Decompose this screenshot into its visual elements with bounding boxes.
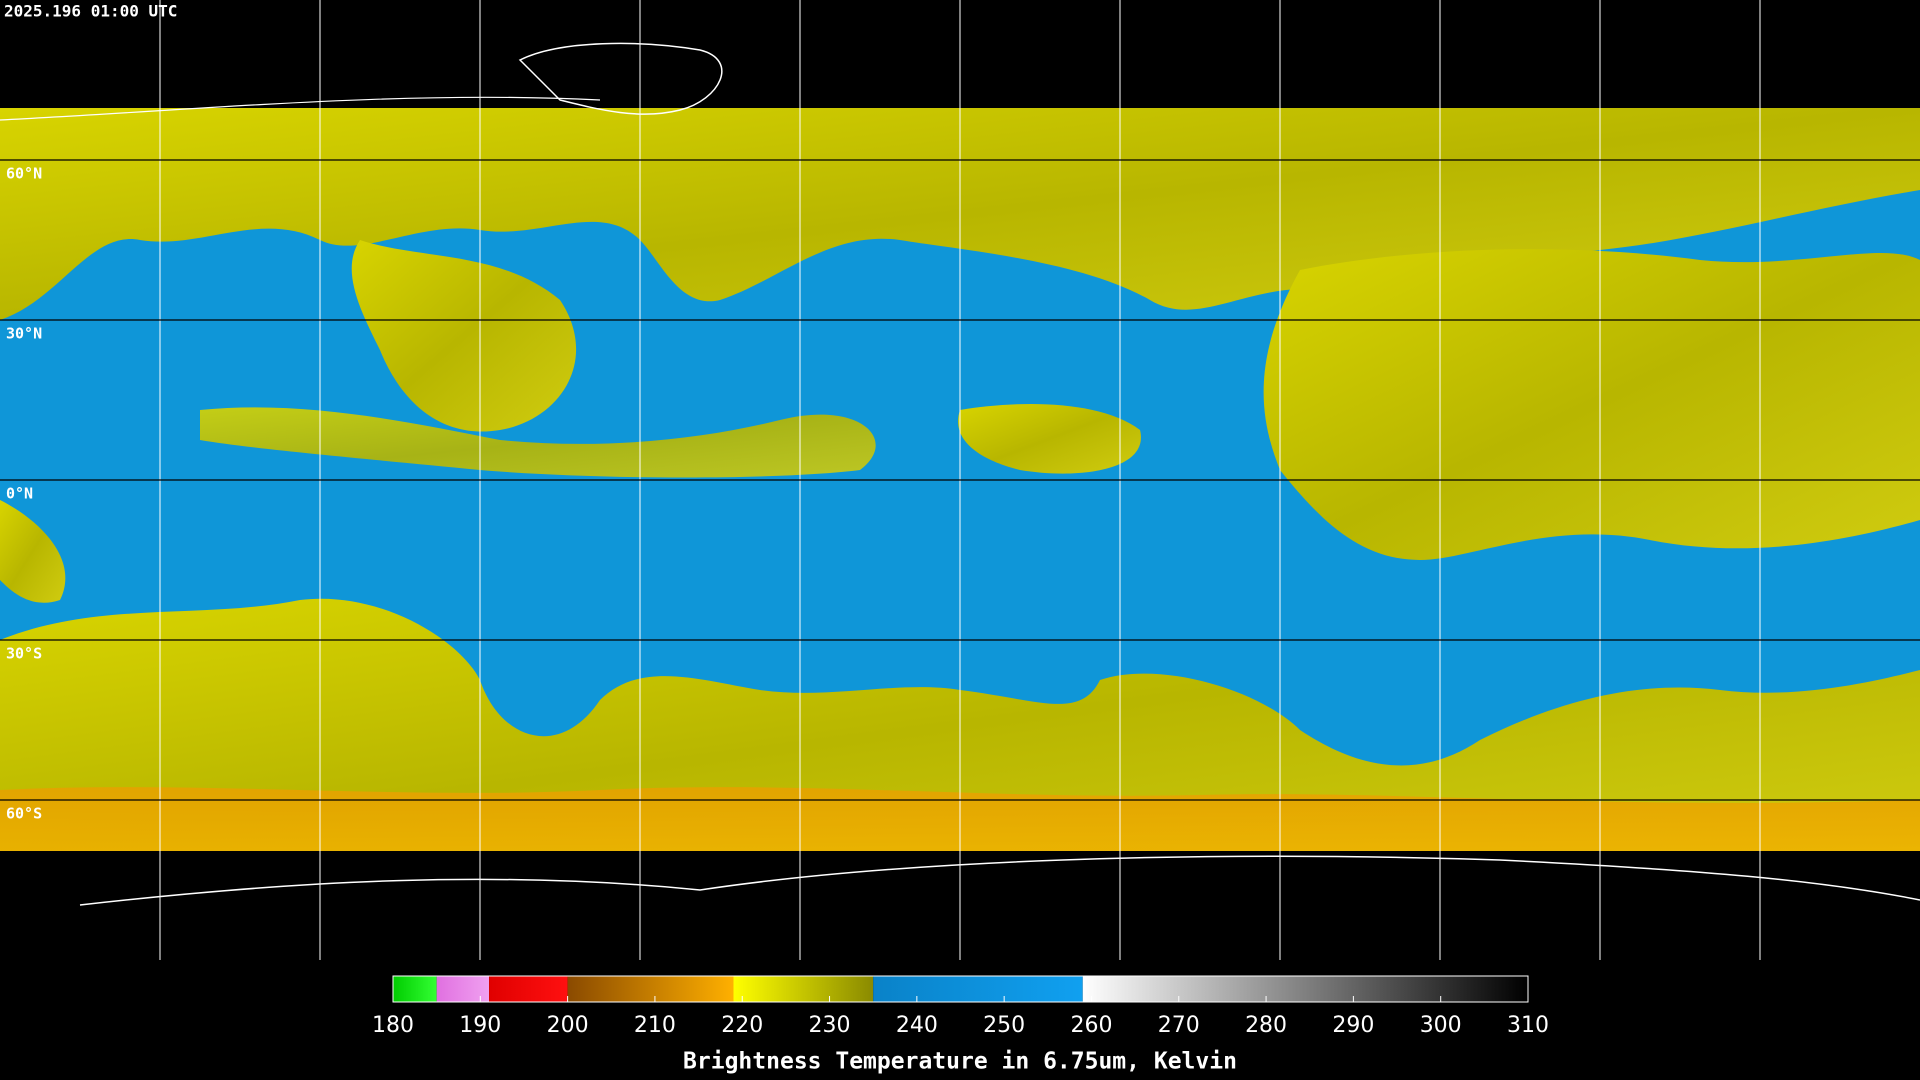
timestamp: 2025.196 01:00 UTC <box>4 2 177 21</box>
moisture-region <box>958 404 1141 474</box>
water-vapor-map: 60°N 30°N 0°N 30°S 60°S 2025.196 01:00 UTC <box>0 0 1920 960</box>
moisture-region <box>200 407 876 478</box>
moisture-region <box>0 500 66 603</box>
colorbar-tick-label: 240 <box>896 1013 938 1038</box>
latitude-label: 30°N <box>6 325 42 343</box>
latitude-label: 0°N <box>6 485 33 503</box>
colorbar-segment <box>733 976 874 1002</box>
colorbar-tick-label: 270 <box>1158 1013 1200 1038</box>
coastline <box>0 96 601 121</box>
colorbar-tick-label: 250 <box>983 1013 1025 1038</box>
colorbar-tick-label: 190 <box>459 1013 501 1038</box>
colorbar-segment <box>489 976 568 1002</box>
colorbar-tick-label: 220 <box>721 1013 763 1038</box>
colorbar-segment <box>873 976 1083 1002</box>
latitude-label: 60°S <box>6 805 42 823</box>
colorbar-frame <box>392 975 1529 1003</box>
colorbar-tick-label: 210 <box>634 1013 676 1038</box>
colorbar: 180 190 200 210 220 230 240 250 260 270 280 290 300 3… <box>372 975 1549 1038</box>
colorbar-tick-label: 290 <box>1332 1013 1374 1038</box>
latitude-lines: 60°N 30°N 0°N 30°S 60°S <box>0 159 1920 823</box>
latitude-label: 60°N <box>6 165 42 183</box>
latitude-label: 30°S <box>6 645 42 663</box>
colorbar-segment <box>393 976 437 1002</box>
colorbar-tick-label: 200 <box>547 1013 589 1038</box>
colorbar-segment <box>436 976 490 1002</box>
colorbar-tick-label: 260 <box>1070 1013 1112 1038</box>
colorbar-title: Brightness Temperature in 6.75um, Kelvin <box>683 1049 1237 1075</box>
moisture-region <box>351 240 577 432</box>
colorbar-segment <box>567 976 734 1002</box>
coastline <box>79 855 1920 906</box>
coastline <box>518 42 723 115</box>
moisture-region <box>1263 249 1920 560</box>
colorbar-tick-label: 230 <box>809 1013 851 1038</box>
colorbar-tick-label: 280 <box>1245 1013 1287 1038</box>
colorbar-segment <box>1082 976 1528 1002</box>
colorbar-tick-label: 310 <box>1507 1013 1549 1038</box>
colorbar-tick-label: 180 <box>372 1013 414 1038</box>
colorbar-tick-label: 300 <box>1420 1013 1462 1038</box>
